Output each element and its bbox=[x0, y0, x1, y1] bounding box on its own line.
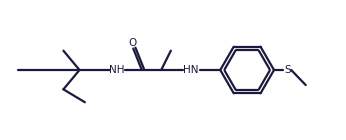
Text: S: S bbox=[284, 65, 291, 75]
Text: HN: HN bbox=[183, 65, 199, 75]
Text: O: O bbox=[129, 38, 137, 48]
Text: NH: NH bbox=[109, 65, 125, 75]
